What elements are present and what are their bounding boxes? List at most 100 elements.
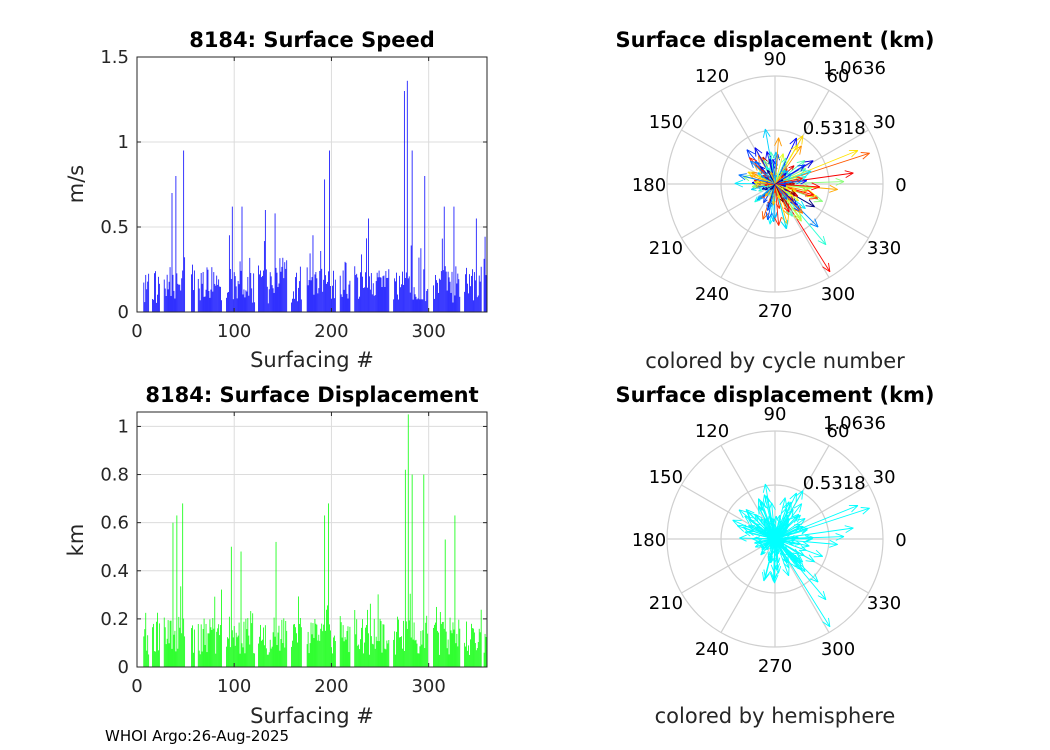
bar <box>360 639 361 667</box>
bar <box>179 284 181 312</box>
bar <box>244 653 246 667</box>
bar <box>286 630 288 667</box>
arrow-head <box>739 534 747 539</box>
bar <box>247 276 249 312</box>
bar <box>193 290 194 312</box>
arrow-head <box>781 175 784 177</box>
bar <box>148 654 150 667</box>
arrow-shaft <box>767 538 776 556</box>
bar <box>238 622 240 667</box>
arrow-head <box>800 190 808 193</box>
bar <box>435 622 436 667</box>
bar <box>221 589 222 667</box>
arrow-head <box>785 199 788 206</box>
bar <box>298 596 299 667</box>
arrow-head <box>788 194 793 197</box>
arrow-head <box>844 170 854 174</box>
bar <box>451 271 453 312</box>
bar <box>447 271 449 312</box>
arrow-head <box>762 212 769 220</box>
arrow-head <box>754 147 757 157</box>
bar <box>465 274 466 312</box>
arrow-shaft <box>747 171 776 185</box>
arrow-head <box>782 172 787 175</box>
arrow-head <box>781 507 787 514</box>
arrow-head <box>796 144 799 154</box>
arrow-head <box>758 505 766 512</box>
arrow-head <box>766 548 770 551</box>
bar <box>240 551 242 667</box>
arrow-head <box>800 200 806 209</box>
polar-angle-label: 30 <box>873 112 896 133</box>
speed-chart-xlabel: Surfacing # <box>250 348 374 372</box>
bar <box>383 624 385 667</box>
bar <box>448 277 450 312</box>
arrow-head <box>764 128 771 137</box>
bar <box>217 628 219 667</box>
bar <box>321 623 323 667</box>
bar <box>315 623 317 667</box>
arrow-head <box>808 199 815 208</box>
arrow-head <box>791 208 793 217</box>
arrow-head <box>784 501 792 509</box>
bar <box>356 619 358 667</box>
bar <box>253 653 255 667</box>
bar <box>315 272 317 312</box>
bar <box>163 617 165 667</box>
arrow-head <box>829 184 838 190</box>
bar <box>438 292 439 312</box>
bar <box>369 289 371 312</box>
bar <box>270 276 272 312</box>
bar <box>197 624 199 667</box>
bar <box>234 645 236 667</box>
x-tick-label: 200 <box>314 676 348 697</box>
bar <box>316 278 318 312</box>
polar-angle-label: 90 <box>764 49 787 70</box>
bar <box>237 280 239 312</box>
bar <box>201 283 203 312</box>
bar <box>166 274 168 312</box>
bar <box>457 646 459 667</box>
bar <box>345 262 347 312</box>
arrow-head <box>805 205 815 208</box>
bar <box>166 638 168 667</box>
bar <box>228 616 230 667</box>
arrow-head <box>798 554 804 563</box>
bar <box>158 650 159 667</box>
bar <box>291 646 292 667</box>
bar <box>291 302 292 312</box>
bar <box>393 299 395 312</box>
arrow-shaft <box>774 538 784 543</box>
arrow-head <box>760 518 763 524</box>
bar <box>364 287 365 312</box>
arrow-head <box>762 483 766 493</box>
bar <box>215 653 217 667</box>
arrow-shaft <box>774 153 784 185</box>
bar <box>317 640 319 667</box>
bar <box>285 268 287 312</box>
arrow-head <box>771 200 774 206</box>
speed-chart-ylabel: m/s <box>64 165 88 203</box>
arrow-head <box>822 235 827 245</box>
arrow-head <box>767 515 770 522</box>
bar <box>327 605 328 667</box>
arrow-head <box>737 524 747 527</box>
bar <box>423 269 425 312</box>
bar <box>191 628 192 667</box>
bar <box>316 624 318 667</box>
bar <box>414 294 416 312</box>
bar <box>441 621 443 667</box>
bar <box>368 218 369 312</box>
bar <box>278 625 280 667</box>
y-tick-label: 0 <box>118 302 129 323</box>
bar <box>467 283 468 312</box>
arrow-head <box>738 174 746 181</box>
bar <box>276 645 278 667</box>
arrow-head <box>798 526 804 532</box>
arrow-head <box>785 210 793 217</box>
bar <box>308 653 310 667</box>
bar <box>412 639 414 667</box>
arrow-shaft <box>774 183 780 226</box>
polar-angle-label: 210 <box>649 238 683 259</box>
bar <box>244 297 246 312</box>
